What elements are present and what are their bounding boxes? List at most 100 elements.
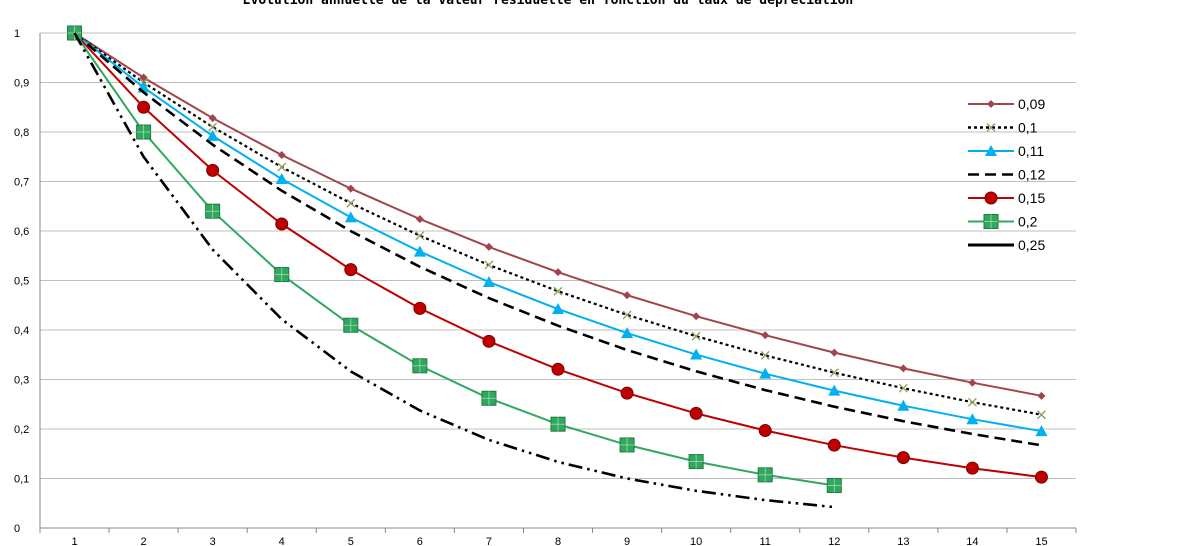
series-0-15 (68, 26, 1048, 484)
marker-x-stroke (208, 122, 218, 132)
series-line (73, 32, 835, 509)
marker-diamond (692, 312, 701, 321)
marker-triangle (552, 303, 564, 315)
marker-x-stroke (760, 350, 770, 360)
marker-x (986, 123, 996, 132)
marker-circle (758, 424, 772, 438)
marker-x (760, 350, 770, 360)
marker-square (205, 203, 221, 219)
marker-circle (896, 451, 910, 465)
marker-circle (275, 217, 289, 231)
marker-x-stroke (898, 383, 908, 393)
marker-x (967, 397, 977, 407)
marker-square (688, 454, 704, 470)
marker-x-stroke (277, 162, 287, 172)
series-0-25 (73, 32, 835, 509)
marker-x (415, 231, 425, 241)
series-lines (67, 25, 1048, 509)
marker-diamond (346, 184, 355, 193)
marker-x (208, 122, 218, 132)
marker-circle (620, 386, 634, 400)
marker-diamond (484, 242, 493, 251)
series-0-12 (73, 32, 1042, 447)
series-0-1 (70, 28, 1046, 420)
marker-circle (551, 362, 565, 376)
marker-triangle (621, 327, 634, 339)
x-tick-label: 15 (1035, 536, 1047, 546)
legend-entry: 0,09 (968, 96, 1045, 112)
legend-entry: 0,25 (968, 237, 1045, 253)
y-tick-label: 0,6 (14, 226, 29, 238)
marker-circle (137, 100, 151, 114)
marker-triangle (413, 245, 426, 257)
marker-circle (984, 191, 998, 205)
x-tick-label: 3 (210, 536, 216, 546)
axes: 00,10,20,30,40,50,60,70,80,911 2 3 4 5 6 7 8 9 10… (14, 28, 1077, 546)
marker-circle (689, 406, 703, 420)
x-tick-label: 4 (279, 536, 285, 546)
legend: 0,09 0,1 0,11 0,12 0,15 0,2 0,25 (968, 96, 1045, 253)
x-tick-label: 8 (555, 536, 561, 546)
marker-x (1037, 410, 1046, 420)
x-tick-label: 2 (141, 536, 147, 546)
marker-circle (344, 263, 358, 277)
legend-entry: 0,1 (968, 120, 1038, 136)
y-tick-label: 0,7 (14, 177, 29, 189)
series-line (73, 32, 1042, 447)
marker-triangle (985, 145, 997, 156)
marker-x-stroke (829, 368, 839, 378)
marker-square (481, 390, 497, 406)
y-tick-label: 0,4 (14, 325, 29, 337)
marker-square (550, 416, 566, 432)
marker-diamond (987, 100, 995, 108)
legend-entry: 0,15 (968, 190, 1045, 206)
y-tick-label: 1 (14, 28, 20, 40)
marker-triangle (897, 399, 910, 411)
marker-triangle (206, 129, 219, 141)
y-tick-label: 0 (14, 523, 20, 535)
marker-diamond (899, 364, 908, 373)
marker-x-stroke (691, 331, 701, 341)
marker-triangle (759, 367, 772, 379)
marker-x (691, 331, 701, 341)
x-tick-label: 12 (828, 536, 840, 546)
legend-label: 0,12 (1018, 167, 1045, 183)
marker-x (622, 310, 632, 320)
legend-entry: 0,12 (968, 167, 1045, 183)
x-tick-label: 6 (417, 536, 423, 546)
marker-square (136, 124, 152, 140)
series-0-2 (67, 25, 842, 493)
legend-label: 0,11 (1018, 143, 1044, 159)
chart-title: Evolution annuelle de la valeur résiduel… (243, 0, 853, 8)
marker-triangle (828, 384, 841, 396)
marker-x-stroke (967, 397, 977, 407)
legend-label: 0,09 (1018, 96, 1045, 112)
marker-square (343, 317, 359, 333)
marker-x-stroke (415, 231, 425, 241)
marker-circle (827, 438, 841, 452)
marker-triangle (966, 413, 979, 425)
marker-x (553, 286, 563, 296)
legend-entry: 0,11 (968, 143, 1044, 159)
y-tick-label: 0,9 (14, 78, 29, 90)
x-tick-label: 13 (897, 536, 909, 546)
marker-square (757, 467, 773, 483)
marker-x (829, 368, 839, 378)
legend-label: 0,15 (1018, 190, 1045, 206)
legend-label: 0,25 (1018, 237, 1045, 253)
marker-diamond (623, 291, 632, 300)
x-tick-label: 7 (486, 536, 492, 546)
legend-label: 0,1 (1018, 120, 1038, 136)
marker-x (898, 383, 908, 393)
gridlines (40, 32, 1076, 479)
marker-square (826, 477, 842, 493)
marker-diamond (415, 215, 424, 224)
x-tick-label: 14 (966, 536, 978, 546)
legend-entry: 0,2 (968, 214, 1038, 230)
y-tick-label: 0,8 (14, 127, 29, 139)
series-0-11 (68, 27, 1048, 437)
marker-diamond (139, 73, 148, 82)
marker-x-stroke (622, 310, 632, 320)
